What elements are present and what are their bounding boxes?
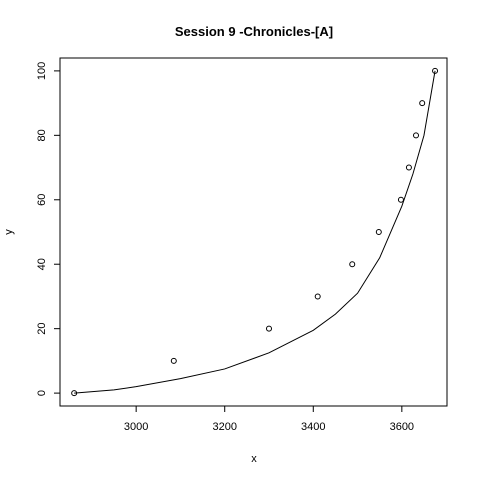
y-tick-label: 80 <box>36 129 48 141</box>
x-tick-label: 3200 <box>212 421 236 433</box>
point <box>349 261 356 268</box>
point <box>71 390 78 397</box>
point <box>419 100 426 107</box>
point <box>170 357 177 364</box>
point <box>405 164 412 171</box>
chart-title: Session 9 -Chronicles-[A] <box>175 24 333 39</box>
y-tick-label: 100 <box>36 62 48 80</box>
x-tick-label: 3600 <box>390 421 414 433</box>
y-tick-label: 20 <box>36 323 48 335</box>
point <box>314 293 321 300</box>
y-axis-label: y <box>3 229 15 235</box>
point <box>375 229 382 235</box>
y-tick-label: 40 <box>36 258 48 270</box>
point <box>432 67 439 74</box>
x-axis-label: x <box>251 453 257 465</box>
y-tick-label: 0 <box>36 390 48 396</box>
plot-box <box>59 57 448 407</box>
point <box>265 325 272 332</box>
y-tick-label: 60 <box>36 194 48 206</box>
fitted-curve <box>74 70 436 394</box>
point <box>397 196 404 203</box>
x-tick-label: 3400 <box>301 421 325 433</box>
point <box>413 132 420 139</box>
x-tick-label: 3000 <box>124 421 148 433</box>
